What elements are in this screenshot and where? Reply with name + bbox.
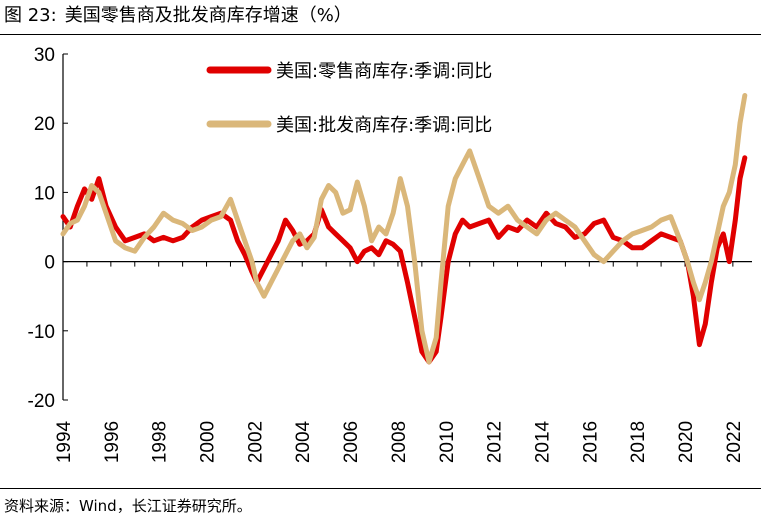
source-note: 资料来源：Wind，长江证券研究所。 bbox=[4, 497, 252, 515]
chart-axes: -20 -10 0 10 20 30 1994 1996 1998 2000 2002 2004 200… bbox=[28, 45, 752, 463]
y-tick-label: -20 bbox=[28, 391, 55, 412]
series-line-wholesale-inventory bbox=[60, 93, 748, 365]
figure-title: 图 23: 美国零售商及批发商库存增速（%） bbox=[4, 4, 360, 28]
legend-label: 美国:批发商库存:季调:同比 bbox=[276, 115, 492, 136]
y-tick-label: 30 bbox=[34, 45, 55, 66]
x-tick-label: 2020 bbox=[676, 421, 697, 463]
y-tick-label: 0 bbox=[44, 253, 55, 274]
x-tick-label: 2004 bbox=[293, 420, 314, 463]
x-tick-label: 2002 bbox=[245, 421, 266, 463]
y-tick-label: 20 bbox=[34, 114, 55, 135]
y-tick-label: -10 bbox=[28, 322, 55, 343]
legend-label: 美国:零售商库存:季调:同比 bbox=[276, 61, 492, 82]
x-tick-label: 2014 bbox=[532, 420, 553, 463]
figure-number: 图 23: bbox=[4, 5, 57, 26]
x-tick-label: 2000 bbox=[198, 421, 219, 463]
legend-item-retail: 美国:零售商库存:季调:同比 bbox=[206, 61, 492, 82]
x-tick-label: 1998 bbox=[150, 421, 171, 463]
x-tick-label: 2018 bbox=[628, 421, 649, 463]
title-rule bbox=[0, 34, 761, 35]
x-tick-label: 2006 bbox=[341, 421, 362, 463]
x-tick-label: 2012 bbox=[485, 421, 506, 463]
x-tick-label: 1996 bbox=[102, 421, 123, 463]
x-tick-label: 2008 bbox=[389, 421, 410, 463]
x-tick-label: 2010 bbox=[437, 421, 458, 463]
source-rule bbox=[0, 488, 761, 489]
series-line-retail-inventory bbox=[60, 155, 748, 365]
y-tick-label: 10 bbox=[34, 183, 55, 204]
x-tick-label: 2022 bbox=[724, 421, 745, 463]
figure-title-text: 美国零售商及批发商库存增速（%） bbox=[64, 5, 352, 26]
legend-item-wholesale: 美国:批发商库存:季调:同比 bbox=[206, 115, 492, 136]
x-tick-label: 1994 bbox=[54, 420, 75, 463]
x-tick-label: 2016 bbox=[580, 421, 601, 463]
series-layer bbox=[60, 93, 748, 365]
